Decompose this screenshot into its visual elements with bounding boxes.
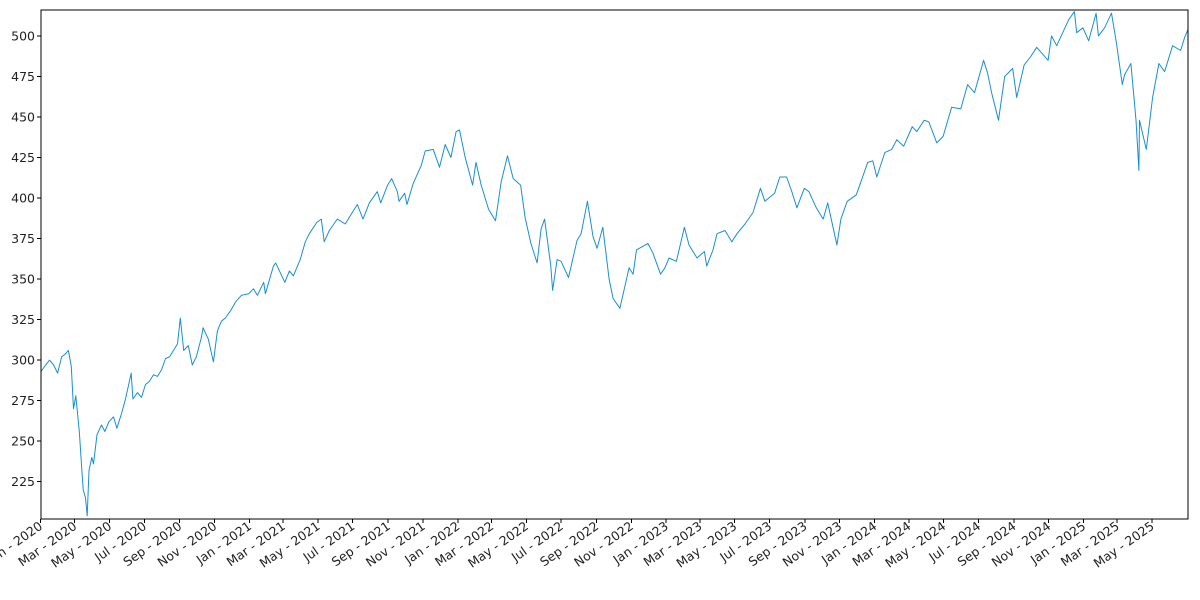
series-line bbox=[40, 11, 1189, 517]
y-tick-label: 225 bbox=[11, 474, 35, 489]
y-tick-label: 450 bbox=[11, 109, 35, 124]
y-tick-label: 325 bbox=[11, 312, 35, 327]
plot-area bbox=[40, 11, 1189, 517]
y-tick-label: 275 bbox=[11, 393, 35, 408]
y-tick-label: 300 bbox=[11, 353, 35, 368]
y-tick-label: 375 bbox=[11, 231, 35, 246]
y-tick-label: 400 bbox=[11, 191, 35, 206]
y-tick-label: 350 bbox=[11, 272, 35, 287]
y-tick-label: 475 bbox=[11, 69, 35, 84]
y-tick-label: 500 bbox=[11, 28, 35, 43]
y-axis: 225 250 275 300 325 350 375 400 425 450 475 500 bbox=[11, 28, 41, 489]
plot-frame bbox=[40, 9, 1189, 520]
y-tick-label: 425 bbox=[11, 150, 35, 165]
y-tick-label: 250 bbox=[11, 434, 35, 449]
